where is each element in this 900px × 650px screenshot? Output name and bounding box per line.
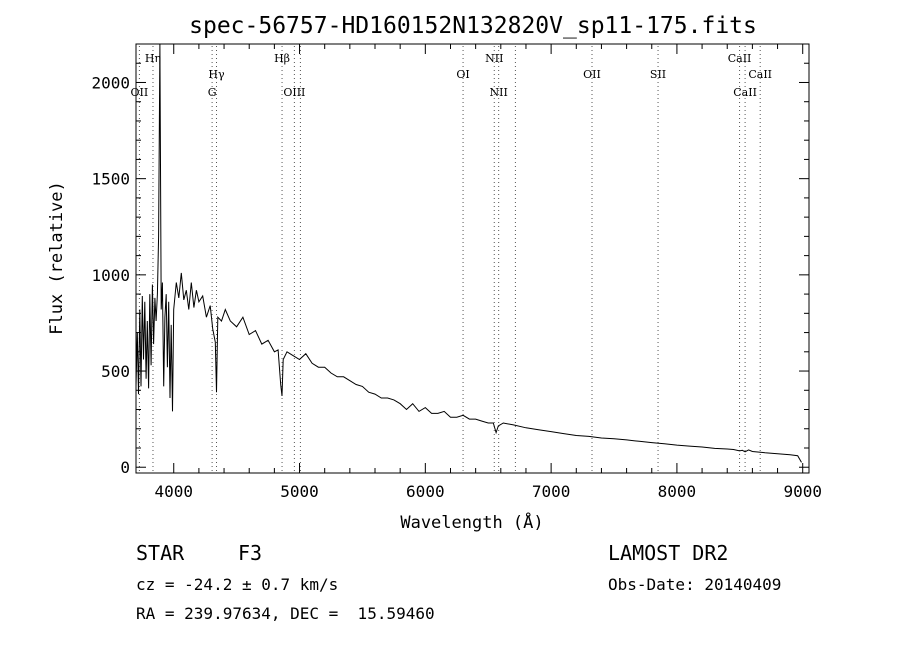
marker-label: OII <box>583 68 601 81</box>
y-axis-label: Flux (relative) <box>47 181 67 335</box>
x-tick-label: 7000 <box>532 482 571 501</box>
marker-label: CaII <box>733 86 757 99</box>
marker-label: NII <box>490 86 508 99</box>
chart-title: spec-56757-HD160152N132820V_sp11-175.fit… <box>189 13 757 39</box>
x-tick-label: 9000 <box>783 482 822 501</box>
x-tick-label: 8000 <box>658 482 697 501</box>
x-tick-label: 6000 <box>406 482 445 501</box>
y-tick-label: 2000 <box>91 73 130 92</box>
redshift-velocity: cz = -24.2 ± 0.7 km/s <box>136 575 339 594</box>
y-axis: 0 500 1000 1500 2000 <box>91 43 809 477</box>
y-tick-label: 0 <box>120 458 130 477</box>
marker-label: OI <box>456 68 469 81</box>
survey-name: LAMOST DR2 <box>608 541 729 565</box>
coordinates: RA = 239.97634, DEC = 15.59460 <box>136 604 435 623</box>
x-axis: 4000 5000 6000 7000 8000 9000 <box>154 44 822 501</box>
marker-label: CaII <box>728 52 752 65</box>
marker-label: NII <box>485 52 503 65</box>
marker-label: SII <box>650 68 666 81</box>
spectrum-line <box>135 43 802 463</box>
marker-lines <box>138 46 761 471</box>
observation-date: Obs-Date: 20140409 <box>608 575 782 594</box>
y-tick-label: 1500 <box>91 170 130 189</box>
spectral-subclass: F3 <box>238 541 263 565</box>
y-tick-label: 500 <box>101 362 130 381</box>
plot-frame <box>135 43 810 474</box>
x-tick-label: 4000 <box>154 482 193 501</box>
x-tick-label: 5000 <box>280 482 319 501</box>
marker-labels: Hη OII Hγ G Hβ OIII OI NII NII OII SII CaII CaII CaII <box>131 52 772 99</box>
marker-label: Hη <box>145 52 161 65</box>
marker-label: Hβ <box>274 52 290 65</box>
marker-label: Hγ <box>208 68 225 81</box>
marker-label: OIII <box>283 86 305 99</box>
marker-label: CaII <box>748 68 772 81</box>
object-type: STAR <box>136 541 185 565</box>
marker-label: G <box>208 86 217 99</box>
x-axis-label: Wavelength (Å) <box>400 511 543 533</box>
marker-label: OII <box>131 86 149 99</box>
spectrum-series <box>135 43 802 463</box>
y-tick-label: 1000 <box>91 266 130 285</box>
